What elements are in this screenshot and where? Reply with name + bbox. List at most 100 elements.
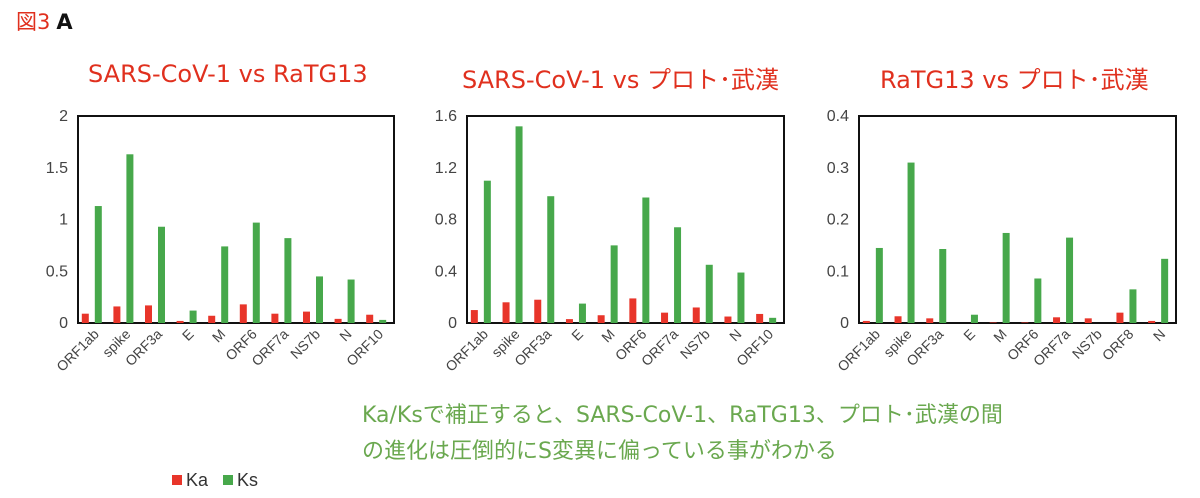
bar-ks-3-5 bbox=[1034, 278, 1042, 323]
y-tick-label-3-1: 0.1 bbox=[827, 263, 849, 280]
bar-ks-2-9 bbox=[769, 317, 777, 323]
bar-ks-3-6 bbox=[1066, 237, 1074, 323]
bar-ka-2-4 bbox=[597, 315, 605, 323]
x-tick-label-1-3: E bbox=[179, 326, 197, 344]
x-tick-label-3-4: M bbox=[990, 326, 1010, 346]
bar-ka-2-7 bbox=[692, 307, 700, 323]
bar-ka-3-4 bbox=[989, 322, 997, 323]
legend-swatch-ka bbox=[172, 475, 182, 485]
y-tick-label-2-3: 1.2 bbox=[435, 160, 457, 177]
bar-ks-2-6 bbox=[674, 227, 682, 323]
y-tick-label-1-3: 1.5 bbox=[46, 160, 68, 177]
bar-ka-1-2 bbox=[145, 305, 152, 323]
x-tick-label-2-7: NS7b bbox=[677, 326, 713, 362]
bar-ks-2-0 bbox=[483, 180, 491, 323]
bar-ks-2-1 bbox=[515, 126, 523, 323]
bar-ks-2-3 bbox=[578, 303, 586, 323]
bar-ka-1-5 bbox=[239, 304, 247, 323]
bar-ka-1-4 bbox=[208, 315, 216, 323]
chart-title-3: RaTG13 vs プロト･武漢 bbox=[880, 66, 1149, 94]
x-tick-label-3-8: ORF8 bbox=[1099, 326, 1137, 364]
bar-ks-2-7 bbox=[705, 264, 713, 323]
bar-ks-3-8 bbox=[1129, 289, 1137, 323]
bar-ks-2-5 bbox=[642, 197, 650, 323]
bar-ka-2-0 bbox=[470, 310, 478, 323]
bar-ka-3-0 bbox=[862, 320, 870, 323]
x-tick-label-2-4: M bbox=[598, 326, 618, 346]
bar-ks-1-2 bbox=[158, 226, 165, 323]
chart-title-2: SARS-CoV-1 vs プロト･武漢 bbox=[462, 66, 780, 94]
bar-ka-3-7 bbox=[1084, 318, 1092, 323]
y-tick-label-1-2: 1 bbox=[59, 212, 68, 229]
bar-ka-1-8 bbox=[334, 318, 342, 323]
bar-ka-3-9 bbox=[1148, 320, 1156, 323]
x-tick-label-2-0: ORF1ab bbox=[442, 326, 491, 375]
bar-ks-1-7 bbox=[316, 276, 323, 323]
bar-ka-1-1 bbox=[113, 306, 121, 323]
y-tick-label-3-3: 0.3 bbox=[827, 160, 849, 177]
x-tick-label-1-0: ORF1ab bbox=[53, 326, 102, 375]
legend-item-ks: Ks bbox=[223, 470, 258, 490]
y-tick-label-3-0: 0 bbox=[840, 315, 849, 332]
y-tick-label-2-4: 1.6 bbox=[435, 108, 457, 125]
legend-label-ks: Ks bbox=[237, 470, 259, 490]
y-tick-label-1-1: 0.5 bbox=[46, 263, 68, 280]
bar-ka-3-6 bbox=[1053, 317, 1061, 323]
bar-ks-3-3 bbox=[970, 314, 978, 323]
x-tick-label-3-9: N bbox=[1150, 326, 1168, 344]
figure-number: 図3 bbox=[16, 10, 51, 34]
bar-ka-2-2 bbox=[534, 299, 542, 323]
bar-ks-1-0 bbox=[94, 206, 102, 323]
bar-ka-2-5 bbox=[629, 298, 637, 323]
bar-ks-3-4 bbox=[1002, 232, 1010, 323]
plot-frame-3 bbox=[858, 115, 1177, 324]
bar-ka-3-1 bbox=[894, 316, 902, 323]
bar-ks-3-0 bbox=[875, 247, 883, 323]
x-tick-label-2-3: E bbox=[568, 326, 586, 344]
x-tick-label-3-7: NS7b bbox=[1069, 326, 1105, 362]
figure-panel-letter: A bbox=[56, 10, 73, 34]
bar-ks-1-9 bbox=[379, 319, 387, 323]
y-tick-label-3-2: 0.2 bbox=[827, 212, 849, 229]
legend-label-ka: Ka bbox=[186, 470, 209, 490]
bar-ks-3-9 bbox=[1161, 258, 1169, 323]
bar-ks-1-5 bbox=[252, 222, 260, 323]
bar-ks-3-1 bbox=[907, 162, 915, 323]
x-tick-label-3-3: E bbox=[960, 326, 978, 344]
bar-ks-1-8 bbox=[347, 279, 355, 323]
annotation-note: Ka/Ksで補正すると、SARS-CoV-1、RaTG13、プロト･武漢の間 の… bbox=[362, 398, 1182, 470]
bar-ka-2-9 bbox=[756, 313, 764, 323]
plot-frame-1 bbox=[77, 115, 395, 324]
y-tick-label-2-1: 0.4 bbox=[435, 263, 457, 280]
bar-ka-1-0 bbox=[81, 313, 89, 323]
x-tick-label-1-8: N bbox=[336, 326, 354, 344]
bar-ks-3-2 bbox=[939, 248, 947, 323]
bar-ks-1-1 bbox=[126, 154, 134, 323]
bar-ka-1-9 bbox=[366, 314, 374, 323]
bar-ka-3-5 bbox=[1021, 322, 1029, 323]
x-tick-label-2-8: N bbox=[726, 326, 744, 344]
x-tick-label-1-4: M bbox=[209, 326, 229, 346]
y-tick-label-1-0: 0 bbox=[59, 315, 68, 332]
bar-ks-2-8 bbox=[737, 272, 745, 323]
y-tick-label-2-2: 0.8 bbox=[435, 212, 457, 229]
y-tick-label-1-4: 2 bbox=[59, 108, 68, 125]
annotation-line-2: の進化は圧倒的にS変異に偏っている事がわかる bbox=[362, 439, 837, 464]
bar-ka-2-1 bbox=[502, 302, 510, 323]
bar-ks-2-2 bbox=[547, 196, 555, 323]
y-tick-label-3-4: 0.4 bbox=[827, 108, 849, 125]
bar-ka-1-7 bbox=[303, 311, 310, 323]
plot-frame-2 bbox=[466, 115, 785, 324]
bar-ks-2-4 bbox=[610, 245, 618, 323]
bar-ka-2-6 bbox=[661, 312, 669, 323]
x-tick-label-1-7: NS7b bbox=[287, 326, 323, 362]
x-tick-label-3-0: ORF1ab bbox=[834, 326, 883, 375]
y-tick-label-2-0: 0 bbox=[448, 315, 457, 332]
legend: Ka Ks bbox=[172, 470, 268, 491]
bar-ka-2-3 bbox=[565, 319, 573, 323]
chart-title-1: SARS-CoV-1 vs RaTG13 bbox=[88, 60, 368, 88]
bar-ks-1-3 bbox=[189, 310, 197, 323]
bar-ks-1-4 bbox=[221, 246, 229, 323]
bar-ks-1-6 bbox=[284, 238, 292, 323]
